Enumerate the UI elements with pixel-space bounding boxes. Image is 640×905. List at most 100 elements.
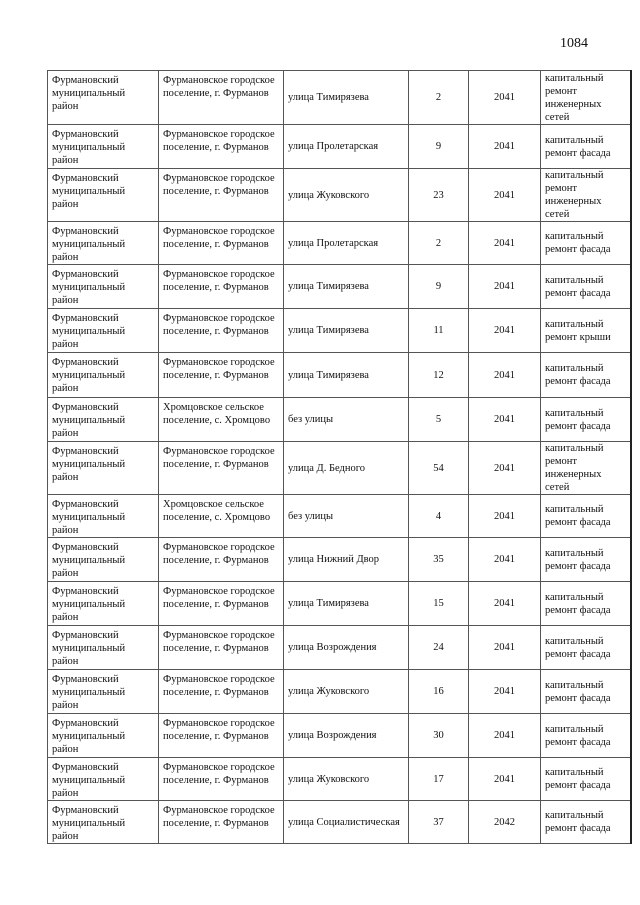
settlement-cell: Хромцовское сельское поселение, с. Хромц… [158,494,284,538]
work-type-cell: капитальный ремонт фасада [540,397,632,442]
year-cell: 2041 [468,581,541,626]
work-type-cell: капитальный ремонт фасада [540,713,632,758]
house-number-cell: 23 [408,168,469,222]
house-number-cell: 35 [408,537,469,582]
district-cell: Фурмановский муниципальный район [47,168,159,222]
street-cell: улица Д. Бедного [283,441,409,495]
street-cell: без улицы [283,397,409,442]
street-cell: улица Тимирязева [283,308,409,353]
house-number-cell: 54 [408,441,469,495]
settlement-cell: Фурмановское городское поселение, г. Фур… [158,221,284,265]
work-type-cell: капитальный ремонт фасада [540,264,632,309]
table-row: Фурмановский муниципальный район Фурманов… [47,800,632,844]
district-cell: Фурмановский муниципальный район [47,124,159,169]
year-cell: 2041 [468,70,541,125]
street-cell: улица Жуковского [283,669,409,714]
settlement-cell: Фурмановское городское поселение, г. Фур… [158,168,284,222]
house-number-cell: 4 [408,494,469,538]
district-cell: Фурмановский муниципальный район [47,669,159,714]
settlement-cell: Фурмановское городское поселение, г. Фур… [158,669,284,714]
year-cell: 2041 [468,441,541,495]
work-type-cell: капитальный ремонт инженерных сетей [540,70,632,125]
street-cell: улица Тимирязева [283,264,409,309]
house-number-cell: 17 [408,757,469,801]
work-type-cell: капитальный ремонт инженерных сетей [540,441,632,495]
settlement-cell: Фурмановское городское поселение, г. Фур… [158,264,284,309]
housing-repair-table: Фурмановский муниципальный район Фурманов… [47,70,632,844]
table-row: Фурмановский муниципальный район Фурманов… [47,70,632,125]
district-cell: Фурмановский муниципальный район [47,581,159,626]
year-cell: 2041 [468,494,541,538]
year-cell: 2041 [468,352,541,398]
work-type-cell: капитальный ремонт фасада [540,537,632,582]
work-type-cell: капитальный ремонт фасада [540,757,632,801]
year-cell: 2041 [468,308,541,353]
street-cell: улица Возрождения [283,713,409,758]
table-row: Фурмановский муниципальный район Хромцовс… [47,397,632,442]
table-row: Фурмановский муниципальный район Фурманов… [47,757,632,801]
year-cell: 2041 [468,168,541,222]
table-row: Фурмановский муниципальный район Фурманов… [47,168,632,222]
house-number-cell: 2 [408,70,469,125]
district-cell: Фурмановский муниципальный район [47,494,159,538]
district-cell: Фурмановский муниципальный район [47,537,159,582]
year-cell: 2041 [468,537,541,582]
year-cell: 2041 [468,625,541,670]
year-cell: 2042 [468,800,541,844]
year-cell: 2041 [468,124,541,169]
district-cell: Фурмановский муниципальный район [47,70,159,125]
settlement-cell: Фурмановское городское поселение, г. Фур… [158,800,284,844]
settlement-cell: Фурмановское городское поселение, г. Фур… [158,70,284,125]
district-cell: Фурмановский муниципальный район [47,221,159,265]
table-row: Фурмановский муниципальный район Фурманов… [47,581,632,626]
table-row: Фурмановский муниципальный район Фурманов… [47,264,632,309]
settlement-cell: Фурмановское городское поселение, г. Фур… [158,581,284,626]
year-cell: 2041 [468,669,541,714]
street-cell: улица Возрождения [283,625,409,670]
year-cell: 2041 [468,713,541,758]
work-type-cell: капитальный ремонт фасада [540,669,632,714]
table-row: Фурмановский муниципальный район Фурманов… [47,124,632,169]
house-number-cell: 2 [408,221,469,265]
table-row: Фурмановский муниципальный район Хромцовс… [47,494,632,538]
table-row: Фурмановский муниципальный район Фурманов… [47,352,632,398]
year-cell: 2041 [468,757,541,801]
district-cell: Фурмановский муниципальный район [47,397,159,442]
settlement-cell: Фурмановское городское поселение, г. Фур… [158,625,284,670]
work-type-cell: капитальный ремонт фасада [540,352,632,398]
year-cell: 2041 [468,397,541,442]
work-type-cell: капитальный ремонт фасада [540,124,632,169]
district-cell: Фурмановский муниципальный район [47,757,159,801]
street-cell: улица Пролетарская [283,221,409,265]
settlement-cell: Фурмановское городское поселение, г. Фур… [158,124,284,169]
house-number-cell: 9 [408,124,469,169]
table-row: Фурмановский муниципальный район Фурманов… [47,669,632,714]
street-cell: улица Пролетарская [283,124,409,169]
table-row: Фурмановский муниципальный район Фурманов… [47,713,632,758]
table-row: Фурмановский муниципальный район Фурманов… [47,221,632,265]
district-cell: Фурмановский муниципальный район [47,713,159,758]
work-type-cell: капитальный ремонт фасада [540,800,632,844]
house-number-cell: 16 [408,669,469,714]
table-row: Фурмановский муниципальный район Фурманов… [47,441,632,495]
page-number: 1084 [560,36,588,51]
district-cell: Фурмановский муниципальный район [47,625,159,670]
settlement-cell: Фурмановское городское поселение, г. Фур… [158,757,284,801]
house-number-cell: 11 [408,308,469,353]
district-cell: Фурмановский муниципальный район [47,264,159,309]
work-type-cell: капитальный ремонт фасада [540,494,632,538]
year-cell: 2041 [468,221,541,265]
street-cell: улица Нижний Двор [283,537,409,582]
street-cell: улица Тимирязева [283,581,409,626]
house-number-cell: 12 [408,352,469,398]
year-cell: 2041 [468,264,541,309]
settlement-cell: Хромцовское сельское поселение, с. Хромц… [158,397,284,442]
street-cell: улица Жуковского [283,757,409,801]
settlement-cell: Фурмановское городское поселение, г. Фур… [158,308,284,353]
district-cell: Фурмановский муниципальный район [47,800,159,844]
street-cell: улица Тимирязева [283,352,409,398]
work-type-cell: капитальный ремонт инженерных сетей [540,168,632,222]
settlement-cell: Фурмановское городское поселение, г. Фур… [158,352,284,398]
work-type-cell: капитальный ремонт крыши [540,308,632,353]
settlement-cell: Фурмановское городское поселение, г. Фур… [158,441,284,495]
